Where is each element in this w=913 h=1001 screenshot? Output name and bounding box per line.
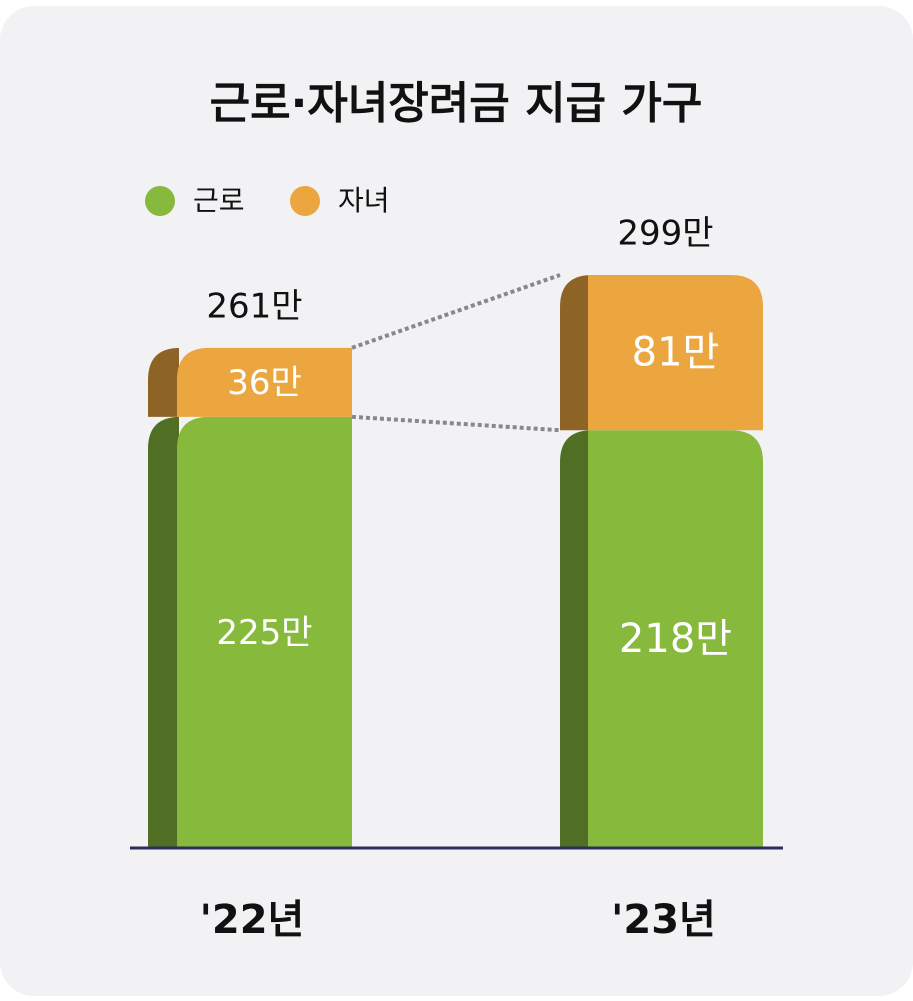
bar-side <box>148 416 180 848</box>
bar <box>177 347 352 417</box>
value-label: 36만 <box>227 363 302 403</box>
legend-swatch <box>290 186 320 216</box>
bar-side <box>560 430 592 848</box>
x-tick-label: '23년 <box>611 897 716 943</box>
bar-side <box>148 347 180 417</box>
legend-swatch <box>145 186 175 216</box>
bar <box>588 275 763 431</box>
value-label: 218만 <box>619 616 732 662</box>
bar <box>588 430 763 848</box>
total-label: 261만 <box>206 286 302 326</box>
value-label: 225만 <box>216 613 312 653</box>
bar-side <box>560 275 592 431</box>
connector <box>351 273 561 350</box>
legend-label: 자녀 <box>338 184 390 217</box>
bar <box>177 416 352 848</box>
chart-title: 근로·자녀장려금 지급 가구 <box>210 78 703 129</box>
value-label: 81만 <box>632 330 720 376</box>
total-label: 299만 <box>617 214 713 254</box>
legend-label: 근로 <box>193 184 245 217</box>
x-tick-label: '22년 <box>200 897 305 943</box>
